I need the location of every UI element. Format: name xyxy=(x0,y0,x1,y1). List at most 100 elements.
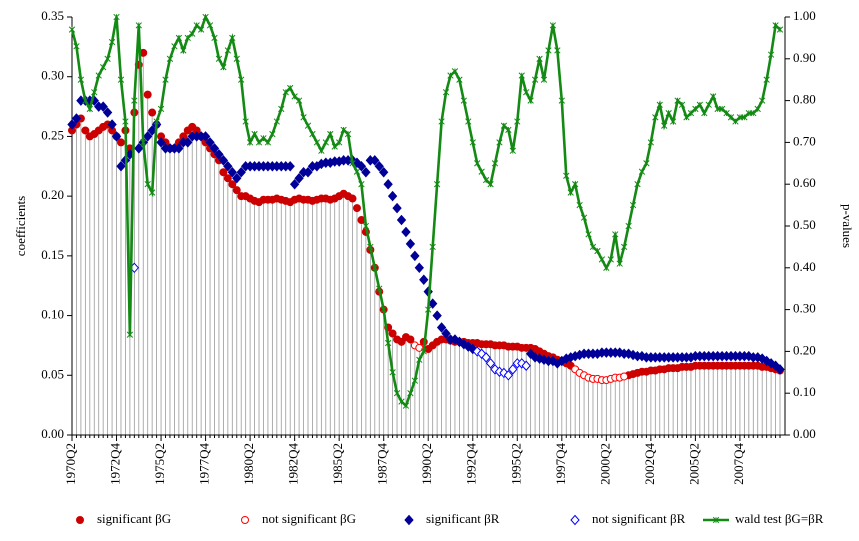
coef-marker xyxy=(227,167,237,178)
wald-marker xyxy=(549,22,557,29)
coef-marker xyxy=(396,214,407,226)
wald-marker xyxy=(108,38,116,46)
coef-marker xyxy=(441,328,451,339)
coef-marker xyxy=(183,137,193,148)
coef-marker xyxy=(454,336,465,348)
wald-marker xyxy=(393,390,401,397)
wald-marker xyxy=(491,160,499,167)
wald-marker xyxy=(122,118,129,125)
wald-marker xyxy=(104,55,111,62)
y2-tick-label: 0.10 xyxy=(793,384,816,399)
coef-marker xyxy=(387,190,398,202)
wald-marker xyxy=(229,34,236,42)
x-tick-label: 1990Q2 xyxy=(419,443,434,485)
wald-marker xyxy=(251,130,258,138)
coef-marker xyxy=(111,131,122,142)
wald-marker xyxy=(300,114,307,121)
x-tick-label: 1987Q4 xyxy=(375,443,390,485)
wald-marker xyxy=(594,247,601,255)
wald-marker xyxy=(77,76,85,83)
wald-marker xyxy=(661,122,668,129)
wald-marker xyxy=(91,89,98,96)
coef-marker xyxy=(218,155,229,166)
legend-item: not significant βG xyxy=(241,511,356,526)
wald-marker xyxy=(269,130,276,138)
coef-marker xyxy=(116,138,125,147)
coef-marker xyxy=(294,172,304,184)
coef-marker xyxy=(521,360,531,371)
coef-marker xyxy=(620,372,629,381)
coef-marker xyxy=(463,341,473,352)
coef-marker xyxy=(67,119,77,130)
coef-marker xyxy=(414,262,424,274)
coef-marker xyxy=(205,137,215,148)
coef-marker xyxy=(401,226,411,238)
coef-marker xyxy=(209,143,220,154)
wald-marker xyxy=(563,172,570,179)
wald-marker xyxy=(656,101,663,108)
wald-marker xyxy=(117,76,125,83)
legend-marker xyxy=(712,516,720,524)
coef-marker xyxy=(174,143,184,154)
legend-label: significant βR xyxy=(426,511,500,526)
wald-marker xyxy=(86,105,93,113)
coef-marker xyxy=(148,108,157,117)
wald-marker xyxy=(425,306,432,313)
coef-marker xyxy=(481,352,491,363)
legend-item: significant βR xyxy=(404,511,500,526)
wald-marker xyxy=(669,118,677,125)
legend-marker xyxy=(241,516,249,524)
wald-marker xyxy=(140,139,147,146)
coef-marker xyxy=(757,353,767,364)
x-tick-label: 1997Q4 xyxy=(553,443,568,485)
wald-marker xyxy=(153,118,160,125)
wald-marker xyxy=(754,105,761,113)
wald-marker xyxy=(714,105,721,113)
y2-tick-label: 0.50 xyxy=(793,217,816,232)
wald-marker xyxy=(349,160,356,167)
y2-tick-label: 0.30 xyxy=(793,301,816,316)
coef-marker xyxy=(361,167,371,178)
y-tick-label: 0.35 xyxy=(41,8,64,23)
wald-marker xyxy=(620,243,628,251)
wald-marker xyxy=(767,51,775,58)
wald-marker xyxy=(576,201,583,209)
wald-marker xyxy=(206,22,214,29)
x-tick-label: 1970Q2 xyxy=(63,443,78,485)
wald-marker xyxy=(625,222,632,230)
legend-item: wald test βG=βR xyxy=(703,511,824,526)
y2-tick-label: 0.20 xyxy=(793,342,816,357)
wald-marker xyxy=(496,139,503,146)
coef-marker xyxy=(775,364,785,375)
wald-marker xyxy=(233,55,240,62)
wald-marker xyxy=(264,139,272,146)
coef-marker xyxy=(116,161,126,172)
legend-label: wald test βG=βR xyxy=(735,511,824,526)
wald-marker xyxy=(82,97,89,104)
x-tick-label: 2005Q2 xyxy=(686,443,701,485)
wald-marker xyxy=(407,390,414,397)
x-tick-label: 1982Q4 xyxy=(286,443,301,485)
coef-marker xyxy=(232,186,241,195)
coef-marker xyxy=(200,131,211,142)
legend-item: not significant βR xyxy=(570,511,686,526)
wald-marker xyxy=(647,139,655,146)
coef-marker xyxy=(392,202,402,214)
wald-marker xyxy=(572,181,579,188)
x-tick-label: 1995Q2 xyxy=(508,443,523,485)
coef-marker xyxy=(379,167,389,178)
wald-marker xyxy=(242,118,249,125)
coef-marker xyxy=(548,355,558,367)
wald-marker xyxy=(68,26,76,33)
coef-marker xyxy=(71,113,82,124)
wald-marker xyxy=(776,26,784,33)
coef-marker xyxy=(503,370,514,381)
coef-marker xyxy=(289,178,300,190)
coef-marker xyxy=(472,346,482,357)
wald-marker xyxy=(558,97,565,104)
wald-marker xyxy=(148,189,156,196)
wald-marker xyxy=(451,68,459,75)
coef-marker xyxy=(143,131,153,142)
wald-marker xyxy=(598,256,606,263)
wald-marker xyxy=(665,109,672,117)
